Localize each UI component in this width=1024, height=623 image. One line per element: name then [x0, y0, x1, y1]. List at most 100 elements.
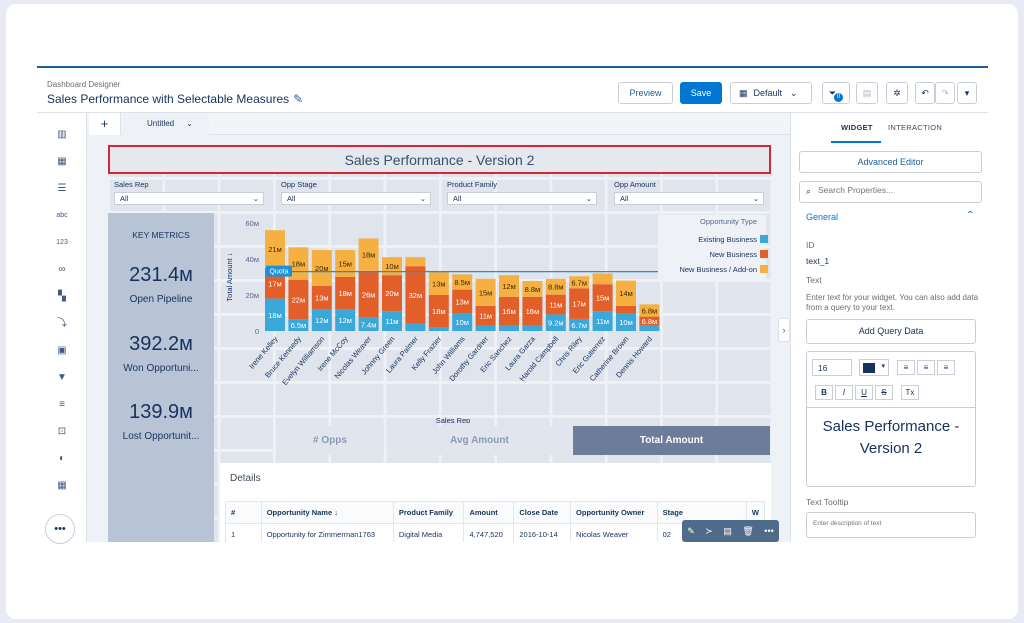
- list-selector-widget-icon[interactable]: ≡: [59, 399, 65, 410]
- y-axis-label: Total Amount ↓: [225, 252, 234, 301]
- clipboard-icon[interactable]: ▤: [723, 525, 732, 536]
- bar-data-label: 9.2м: [548, 319, 564, 328]
- link-widget-icon[interactable]: ∞: [58, 264, 66, 275]
- date-widget-icon[interactable]: ▦: [57, 480, 67, 491]
- filter-widget-icon[interactable]: ▼: [57, 372, 67, 383]
- metric-value-open-pipeline: 231.4м: [129, 264, 193, 286]
- pencil-icon[interactable]: ✎: [687, 525, 695, 536]
- align-left-button[interactable]: ≡: [897, 360, 915, 375]
- bar-segment: [358, 270, 379, 318]
- filter-sales-rep[interactable]: All ⌄: [114, 192, 264, 205]
- column-header[interactable]: Stage: [656, 501, 747, 524]
- clipboard-button[interactable]: ▤: [856, 82, 878, 104]
- tab-widget[interactable]: WIDGET: [841, 123, 873, 132]
- tab-interaction[interactable]: INTERACTION: [888, 123, 943, 132]
- caret-down-icon: ▾: [964, 87, 970, 98]
- bar-data-label: 11м: [596, 317, 609, 326]
- container-widget-icon[interactable]: ▚: [58, 291, 66, 302]
- bar-data-label: 20м: [315, 264, 329, 273]
- advanced-editor-button[interactable]: Advanced Editor: [799, 151, 982, 173]
- filter-value: All: [287, 194, 296, 203]
- tooltip-field[interactable]: [806, 512, 976, 538]
- table-widget-icon[interactable]: ▦: [57, 156, 67, 167]
- toggle-widget-icon[interactable]: ⊡: [57, 426, 67, 437]
- tooltip-input[interactable]: [813, 520, 963, 527]
- switch-widget-icon[interactable]: ◐: [58, 453, 66, 464]
- edit-pencil-icon[interactable]: ✎: [293, 92, 304, 106]
- x-axis-label: Sales Rep: [436, 416, 471, 423]
- italic-button[interactable]: I: [835, 385, 853, 400]
- bar-segment: [358, 317, 379, 331]
- collapse-panel-button[interactable]: ›: [778, 318, 790, 342]
- underline-button[interactable]: U: [855, 385, 873, 400]
- color-swatch: [863, 363, 875, 373]
- terminal-icon[interactable]: ≻: [705, 525, 713, 536]
- filter-product-family[interactable]: All ⌄: [447, 192, 597, 205]
- add-page-button[interactable]: +: [89, 113, 121, 135]
- details-title: Details: [230, 473, 261, 484]
- save-button[interactable]: Save: [680, 82, 722, 104]
- bar-data-label: 11м: [479, 312, 492, 321]
- column-header[interactable]: Close Date: [513, 501, 572, 524]
- column-header[interactable]: Amount: [463, 501, 515, 524]
- align-center-button[interactable]: ≡: [917, 360, 935, 375]
- column-header[interactable]: Opportunity Owner: [570, 501, 658, 524]
- bold-button[interactable]: B: [815, 385, 833, 400]
- column-header[interactable]: Opportunity Name ↓: [260, 501, 394, 524]
- toggle-total-amount[interactable]: Total Amount: [573, 426, 770, 455]
- text-widget-icon[interactable]: abc: [56, 212, 68, 219]
- more-actions-dropdown[interactable]: ▾: [957, 82, 977, 104]
- metric-label-won: Won Opportuni...: [123, 363, 199, 374]
- editor-content[interactable]: Sales Performance - Version 2: [822, 418, 960, 457]
- section-general[interactable]: General: [806, 212, 839, 222]
- image-widget-icon[interactable]: ▣: [57, 345, 67, 356]
- table-cell: 1: [225, 523, 262, 542]
- add-query-data-button[interactable]: Add Query Data: [806, 319, 976, 344]
- preview-button[interactable]: Preview: [618, 82, 673, 104]
- global-filter-button[interactable]: ⏷ 0: [822, 82, 850, 104]
- toggle-avg-amount[interactable]: Avg Amount: [387, 426, 572, 455]
- bar-chart-widget-icon[interactable]: ▥: [57, 129, 67, 140]
- bar-segment: [616, 280, 636, 306]
- column-header[interactable]: W: [745, 501, 766, 524]
- bar-segment: [382, 275, 402, 312]
- bar-data-label: 18м: [362, 251, 376, 260]
- number-widget-icon[interactable]: 123: [56, 239, 68, 246]
- chevron-up-icon[interactable]: ⌃: [966, 210, 975, 221]
- column-header[interactable]: Product Family: [392, 501, 465, 524]
- key-metrics-panel[interactable]: KEY METRICS 231.4м Open Pipeline 392.2м …: [108, 213, 214, 542]
- search-properties-input[interactable]: [818, 185, 968, 195]
- more-icon[interactable]: •••: [764, 526, 774, 536]
- bar-segment: [452, 289, 473, 313]
- legend-entry: New Business: [709, 250, 757, 259]
- dashboard-title[interactable]: Sales Performance with Selectable Measur…: [47, 92, 303, 106]
- strikethrough-button[interactable]: S: [875, 385, 893, 400]
- bar-data-label: 18м: [268, 311, 282, 320]
- more-widgets-button[interactable]: •••: [45, 514, 75, 544]
- settings-button[interactable]: ✲: [886, 82, 908, 104]
- clear-format-button[interactable]: Tx: [901, 385, 919, 400]
- align-right-button[interactable]: ≡: [937, 360, 955, 375]
- filter-opp-amount[interactable]: All ⌄: [614, 192, 764, 205]
- tab-untitled[interactable]: Untitled ⌄: [123, 113, 209, 135]
- font-size-input[interactable]: 16: [812, 359, 852, 376]
- text-help: Enter text for your widget. You can also…: [806, 293, 979, 312]
- table-cell: Nicolas Weaver: [570, 523, 658, 542]
- column-header[interactable]: #: [225, 501, 262, 524]
- bar-segment: [639, 316, 660, 326]
- search-properties-field[interactable]: ⌕: [799, 181, 982, 203]
- toggle-opps-count[interactable]: # Opps: [276, 426, 384, 455]
- bar-data-label: 13м: [432, 279, 446, 288]
- bar-segment: [569, 318, 590, 331]
- color-picker[interactable]: ▾: [859, 359, 889, 376]
- list-widget-icon[interactable]: ☰: [57, 183, 67, 194]
- redo-button[interactable]: ↷: [935, 82, 955, 104]
- title-text-widget[interactable]: Sales Performance - Version 2: [108, 145, 771, 174]
- layout-select[interactable]: ▦ Default ⌄: [730, 82, 812, 104]
- undo-button[interactable]: ↶: [915, 82, 935, 104]
- filter-opp-stage[interactable]: All ⌄: [281, 192, 431, 205]
- trash-icon[interactable]: 🗑: [742, 525, 754, 536]
- navigation-widget-icon[interactable]: ⤵: [57, 318, 67, 329]
- details-table-widget[interactable]: Details # Opportunity Name ↓ Product Fam…: [220, 463, 771, 542]
